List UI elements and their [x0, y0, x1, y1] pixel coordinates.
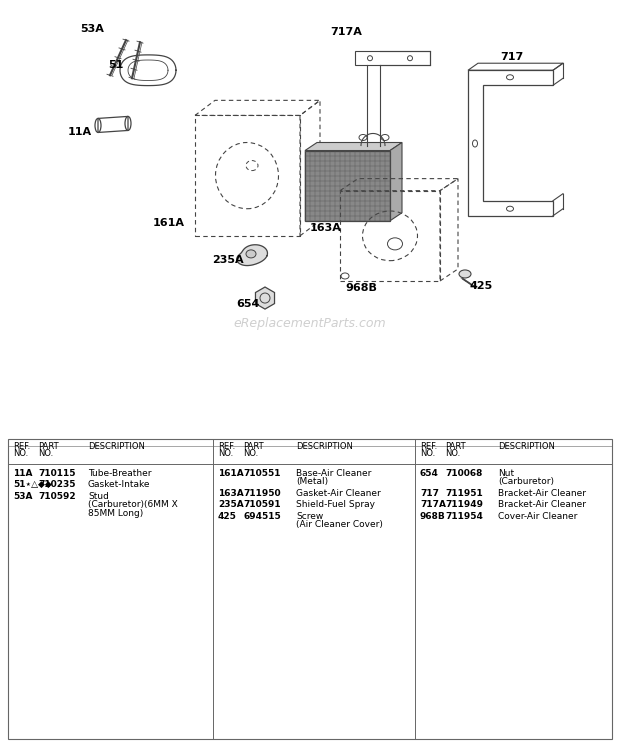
Text: 711954: 711954 [445, 512, 483, 521]
Text: Gasket-Air Cleaner: Gasket-Air Cleaner [296, 489, 381, 498]
Text: Cover-Air Cleaner: Cover-Air Cleaner [498, 512, 577, 521]
Bar [305, 150, 390, 221]
Text: 425: 425 [470, 281, 494, 291]
Text: 717A: 717A [330, 27, 362, 37]
Text: 163A: 163A [310, 222, 342, 233]
Text: DESCRIPTION: DESCRIPTION [88, 441, 145, 451]
Text: Bracket-Air Cleaner: Bracket-Air Cleaner [498, 489, 586, 498]
Text: 710068: 710068 [445, 469, 482, 478]
Text: 654: 654 [420, 469, 439, 478]
Text: 85MM Long): 85MM Long) [88, 509, 143, 518]
Text: 53A: 53A [13, 492, 32, 501]
Text: Gasket-Intake: Gasket-Intake [88, 480, 151, 489]
Text: 717: 717 [500, 52, 523, 62]
Text: 710551: 710551 [243, 469, 280, 478]
Text: 968B: 968B [345, 283, 377, 293]
Polygon shape [305, 143, 402, 150]
Text: NO.: NO. [38, 449, 53, 458]
Text: Screw: Screw [296, 512, 323, 521]
Text: 163A: 163A [218, 489, 244, 498]
Text: 710592: 710592 [38, 492, 76, 501]
Text: NO.: NO. [218, 449, 233, 458]
Text: 710115: 710115 [38, 469, 76, 478]
Polygon shape [390, 143, 402, 221]
Text: NO.: NO. [13, 449, 29, 458]
Text: 711949: 711949 [445, 500, 483, 509]
Text: Base-Air Cleaner: Base-Air Cleaner [296, 469, 371, 478]
Text: DESCRIPTION: DESCRIPTION [296, 441, 353, 451]
Polygon shape [255, 287, 275, 309]
Text: 51: 51 [108, 60, 123, 70]
Text: (Carburetor): (Carburetor) [498, 477, 554, 486]
Text: PART: PART [445, 441, 466, 451]
Text: (Air Cleaner Cover): (Air Cleaner Cover) [296, 520, 383, 529]
Text: 710591: 710591 [243, 500, 281, 509]
Text: PART: PART [38, 441, 59, 451]
Text: 711950: 711950 [243, 489, 281, 498]
Text: REF.: REF. [218, 441, 235, 451]
Text: 717: 717 [420, 489, 439, 498]
Text: NO.: NO. [445, 449, 460, 458]
Text: eReplacementParts.com: eReplacementParts.com [234, 317, 386, 330]
Polygon shape [237, 245, 267, 266]
Text: 710235: 710235 [38, 480, 76, 489]
Text: REF.: REF. [420, 441, 437, 451]
Text: 53A: 53A [80, 24, 104, 34]
Ellipse shape [459, 270, 471, 278]
Text: 161A: 161A [153, 218, 185, 228]
Text: (Metal): (Metal) [296, 477, 328, 486]
Text: 425: 425 [218, 512, 237, 521]
Text: Stud: Stud [88, 492, 109, 501]
Bar [195, 115, 300, 236]
Text: 694515: 694515 [243, 512, 281, 521]
Text: 235A: 235A [218, 500, 244, 509]
Bar [355, 51, 430, 65]
Text: NO.: NO. [243, 449, 259, 458]
Text: DESCRIPTION: DESCRIPTION [498, 441, 555, 451]
Text: 711951: 711951 [445, 489, 483, 498]
Text: REF.: REF. [13, 441, 30, 451]
Ellipse shape [246, 250, 256, 258]
Text: 654: 654 [236, 299, 259, 309]
Text: NO.: NO. [420, 449, 435, 458]
Text: 161A: 161A [218, 469, 244, 478]
Text: Tube-Breather: Tube-Breather [88, 469, 151, 478]
Text: 235A: 235A [212, 255, 244, 265]
Text: Bracket-Air Cleaner: Bracket-Air Cleaner [498, 500, 586, 509]
Text: PART: PART [243, 441, 264, 451]
Text: 717A: 717A [420, 500, 446, 509]
Text: 11A: 11A [68, 127, 92, 138]
Text: 51⋆△◆◆: 51⋆△◆◆ [13, 480, 51, 489]
Text: (Carburetor)(6MM X: (Carburetor)(6MM X [88, 500, 178, 509]
Bar [340, 190, 440, 281]
Text: 11A: 11A [13, 469, 32, 478]
Text: 968B: 968B [420, 512, 446, 521]
Text: Nut: Nut [498, 469, 514, 478]
Text: Shield-Fuel Spray: Shield-Fuel Spray [296, 500, 375, 509]
